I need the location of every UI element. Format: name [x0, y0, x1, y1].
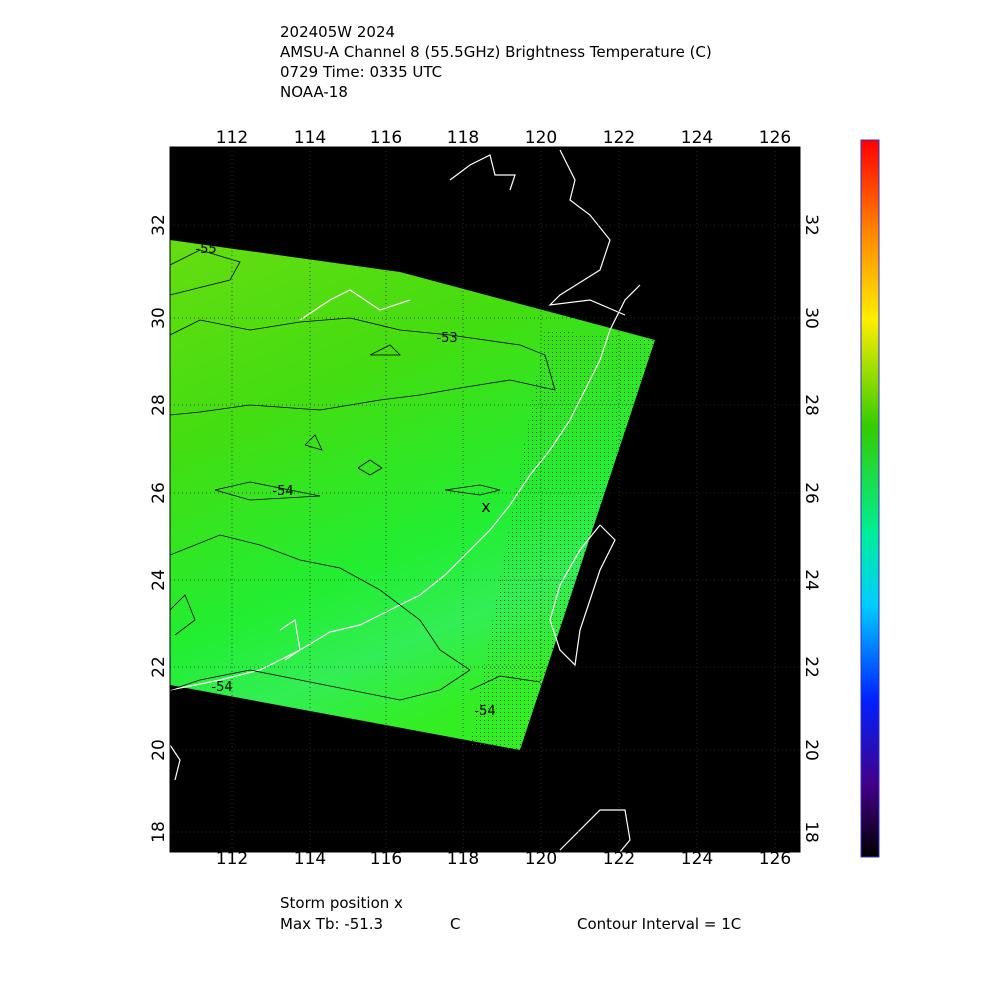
lon-label: 114 [294, 128, 326, 148]
lon-label: 126 [759, 128, 791, 148]
lon-label: 112 [216, 849, 248, 869]
contour-label: -54 [211, 680, 232, 695]
lon-label: 112 [216, 128, 248, 148]
lon-label: 122 [603, 128, 635, 148]
lon-label: 118 [447, 128, 479, 148]
lat-label: 32 [149, 214, 169, 236]
lon-label: 120 [525, 128, 557, 148]
lat-label: 30 [801, 307, 821, 329]
lat-label: 26 [149, 482, 169, 504]
footer: Storm position x Max Tb: -51.3 C Contour… [280, 894, 741, 933]
header-line: 202405W 2024 [280, 23, 395, 41]
header-line: AMSU-A Channel 8 (55.5GHz) Brightness Te… [280, 43, 712, 61]
coastline [170, 149, 641, 852]
storm-marker: x [481, 497, 490, 516]
lat-label: 20 [801, 739, 821, 761]
lon-label: 118 [447, 849, 479, 869]
lon-label: 114 [294, 849, 326, 869]
lon-label: 116 [370, 128, 402, 148]
contour-label: -55 [195, 242, 216, 257]
lat-label: 32 [801, 214, 821, 236]
header-line: NOAA-18 [280, 83, 348, 101]
lon-label: 116 [370, 849, 402, 869]
lat-label: 28 [149, 394, 169, 416]
lon-label: 124 [681, 849, 713, 869]
contour-label: -53 [436, 331, 457, 346]
lon-label: 120 [525, 849, 557, 869]
graticule [170, 147, 800, 852]
contour [170, 249, 556, 701]
header: 202405W 2024 AMSU-A Channel 8 (55.5GHz) B… [280, 23, 712, 101]
contour-label: -54 [272, 484, 293, 499]
lon-label: 122 [603, 849, 635, 869]
lat-label: 18 [149, 821, 169, 843]
lon-label: 124 [681, 128, 713, 148]
lat-label: 18 [801, 821, 821, 843]
colorbar [860, 139, 880, 858]
storm-position: Storm position x [280, 894, 403, 912]
lat-label: 30 [149, 307, 169, 329]
lat-label: 26 [801, 482, 821, 504]
swath-edge [470, 330, 655, 750]
lat-label: 28 [801, 394, 821, 416]
lat-label: 20 [149, 739, 169, 761]
map: x 112 112 114 114 116 116 118 118 120 120 122 122 12… [149, 128, 821, 869]
lat-label: 22 [801, 656, 821, 678]
lat-label: 22 [149, 656, 169, 678]
map-frame [169, 146, 801, 853]
max-tb-unit: C [450, 915, 460, 933]
lat-label: 24 [149, 569, 169, 591]
contour-interval: Contour Interval = 1C [577, 915, 741, 933]
contour-label: -54 [474, 704, 495, 719]
header-line: 0729 Time: 0335 UTC [280, 63, 442, 81]
max-tb: Max Tb: -51.3 [280, 915, 383, 933]
colorbar-scale [860, 139, 880, 858]
lat-label: 24 [801, 569, 821, 591]
lon-label: 126 [759, 849, 791, 869]
